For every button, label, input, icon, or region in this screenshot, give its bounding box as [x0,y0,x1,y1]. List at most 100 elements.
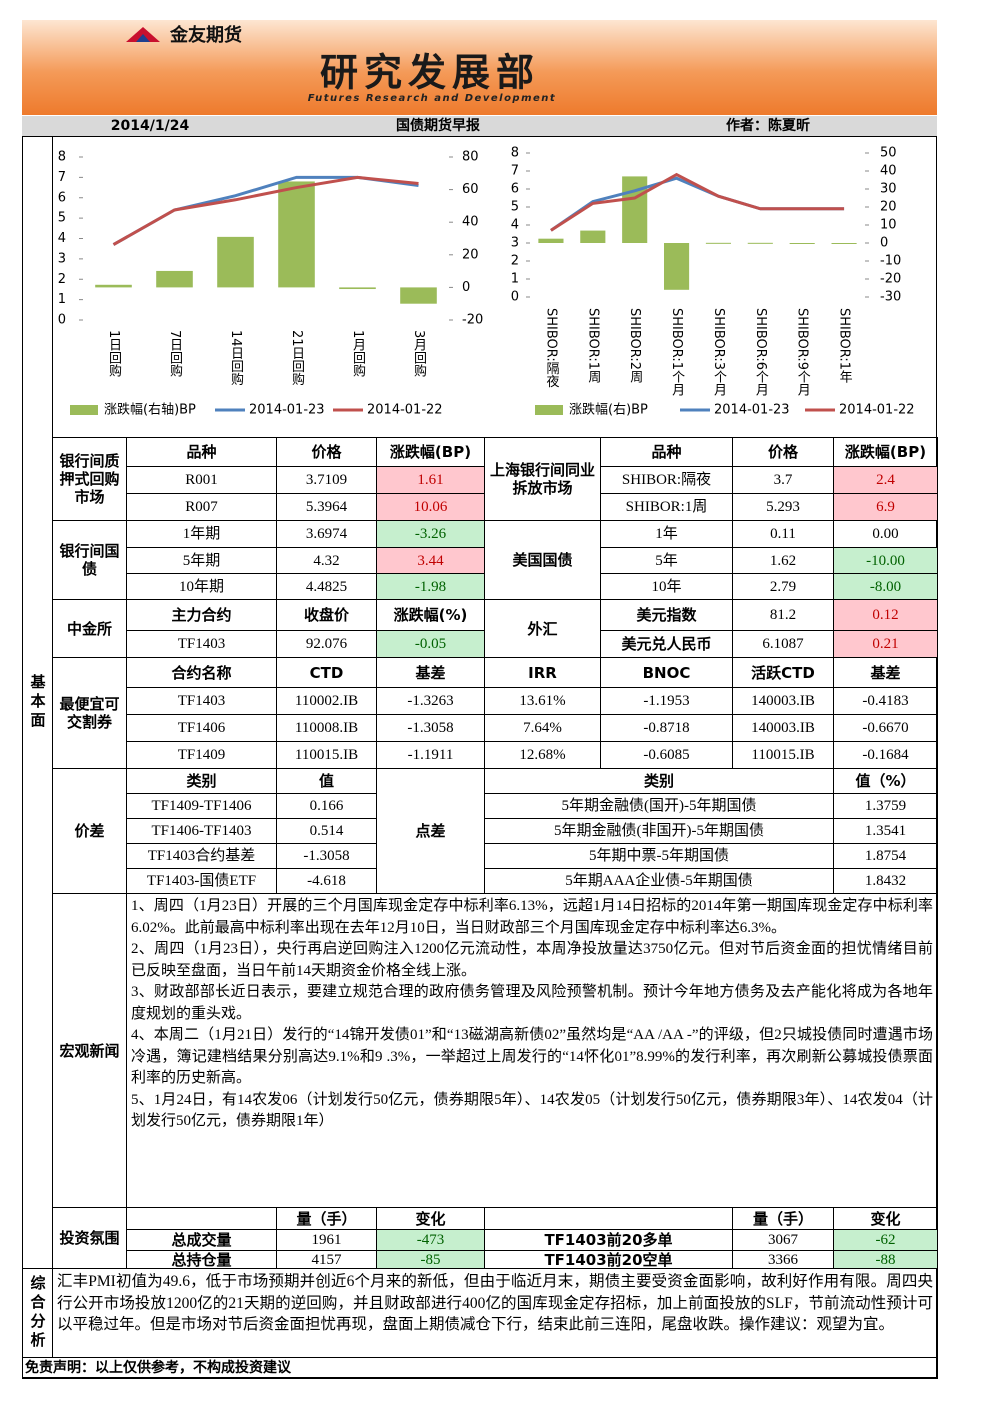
table-cell: 5.3964 [276,493,377,521]
table-cell: 品种 [126,437,277,467]
table-cell: -0.6085 [600,741,733,769]
bar [831,243,857,244]
table-cell: TF1403-国债ETF [126,868,277,894]
news-paragraph: 2、周四（1月23日），央行再启逆回购注入1200亿元流动性，本周净投放量达37… [131,941,933,979]
y2-tick-label: 50 [880,146,897,161]
table-cell: 值（%） [833,768,938,794]
y2-tick-label: -20 [880,272,901,287]
table-cell: -0.6670 [833,714,938,742]
bar [95,284,132,288]
bar [580,230,606,243]
table-cell: SHIBOR:隔夜 [600,466,733,494]
table-cell: TF1403前20多单 [484,1229,733,1251]
table-cell: -473 [376,1229,485,1251]
y2-tick-label: 10 [880,218,897,233]
table-cell: 3366 [732,1250,834,1269]
table-cell: 4.4825 [276,573,377,600]
table-cell: 变化 [376,1207,485,1230]
y2-tick-label: 0 [880,236,888,251]
table-cell: -0.1684 [833,741,938,769]
table-cell: TF1409-TF1406 [126,793,277,819]
x-tick-label: 1月回购 [350,330,366,378]
table-cell: 活跃CTD [732,657,834,688]
y2-tick-label: 20 [462,247,479,262]
x-tick-label: SHIBOR:1周 [585,308,601,385]
bar [747,242,773,244]
table-cell: SHIBOR:1周 [600,493,733,521]
table-cell: 5年 [600,547,733,574]
news-paragraph: 4、本周二（1月21日）发行的“14锦开发债01”和“13磁湖高新债02”虽然均… [131,1027,933,1086]
y-tick-label: 8 [511,146,519,161]
table-cell: 值 [276,768,377,794]
table-cell: TF1406 [126,714,277,742]
table-cell: 92.076 [276,630,377,658]
table-cell: 价格 [732,437,834,467]
table-cell: 合约名称 [126,657,277,688]
table-cell: 12.68% [484,741,601,769]
author: 作者：陈夏昕 [726,117,810,134]
table-cell: 1.8754 [833,843,938,869]
table-cell: 基差 [833,657,938,688]
table-cell: 3067 [732,1229,834,1251]
table-cell: 总持仓量 [126,1250,277,1269]
y2-tick-label: 0 [462,280,470,295]
empty-cell [126,1207,277,1230]
x-tick-label: SHIBOR:1年 [837,308,853,384]
table-cell: 13.61% [484,687,601,715]
table-cell: 涨跌幅(BP) [376,437,485,467]
table-cell: 5年期AAA企业债-5年期国债 [484,868,834,894]
table-cell: 140003.IB [732,714,834,742]
table-cell: 涨跌幅(%) [376,599,485,631]
table-cell: -0.8718 [600,714,733,742]
table-cell: 110015.IB [276,741,377,769]
y-tick-label: 0 [511,290,519,305]
table-cell: -10.00 [833,547,938,574]
empty-cell [484,1207,733,1230]
table-cell: R001 [126,466,277,494]
legend-label: 2014-01-22 [367,403,443,418]
x-tick-label: SHIBOR:3个月 [711,308,727,398]
row-label: 美国国债 [484,520,601,600]
y-tick-label: 2 [58,272,66,287]
x-tick-label: 7日回购 [167,330,183,378]
row-label: 外汇 [484,599,601,658]
y2-tick-label: 40 [880,164,897,179]
table-cell: 1年期 [126,520,277,548]
table-cell: 收盘价 [276,599,377,631]
news-body: 1、周四（1月23日）开展的三个月国库现金定存中标利率6.13%，远超1月14日… [126,893,938,1208]
row-label: 最便宜可交割券 [52,657,127,769]
table-cell: 涨跌幅(BP) [833,437,938,467]
table-cell: 3.7109 [276,466,377,494]
table-cell: 总成交量 [126,1229,277,1251]
disclaimer: 免责声明：以上仅供参考，不构成投资建议 [22,1357,938,1379]
y-tick-label: 0 [58,313,66,328]
table-cell: 5年期金融债(非国开)-5年期国债 [484,818,834,844]
row-label: 价差 [52,768,127,894]
table-cell: 110008.IB [276,714,377,742]
bar [622,176,648,243]
report-title: 国债期货早报 [396,117,480,134]
date: 2014/1/24 [111,118,190,134]
y-tick-label: 7 [58,170,66,185]
bar [664,243,690,290]
table-cell: 1.3541 [833,818,938,844]
news-paragraph: 3、财政部部长近日表示，要建立规范合理的政府债务管理及风险预警机制。预计今年地方… [131,984,933,1022]
table-cell: 4157 [276,1250,377,1269]
table-cell: 品种 [600,437,733,467]
x-tick-label: SHIBOR:1个月 [669,308,685,398]
table-cell: 0.21 [833,630,938,658]
news-paragraph: 5、1月24日，有14农发06（计划发行50亿元，债券期限5年）、14农发05（… [131,1091,933,1130]
table-cell: 0.00 [833,520,938,548]
legend-label: 2014-01-22 [839,403,915,418]
logo [136,34,150,42]
side-label: 基本面 [22,136,53,1269]
table-cell: 0.166 [276,793,377,819]
x-tick-label: SHIBOR:隔夜 [543,308,559,388]
row-label: 综合分析 [22,1268,53,1358]
y-tick-label: 1 [58,292,66,307]
y-tick-label: 3 [511,236,519,251]
table-cell: 110015.IB [732,741,834,769]
y-tick-label: 5 [58,211,66,226]
legend-label: 2014-01-23 [249,403,325,418]
